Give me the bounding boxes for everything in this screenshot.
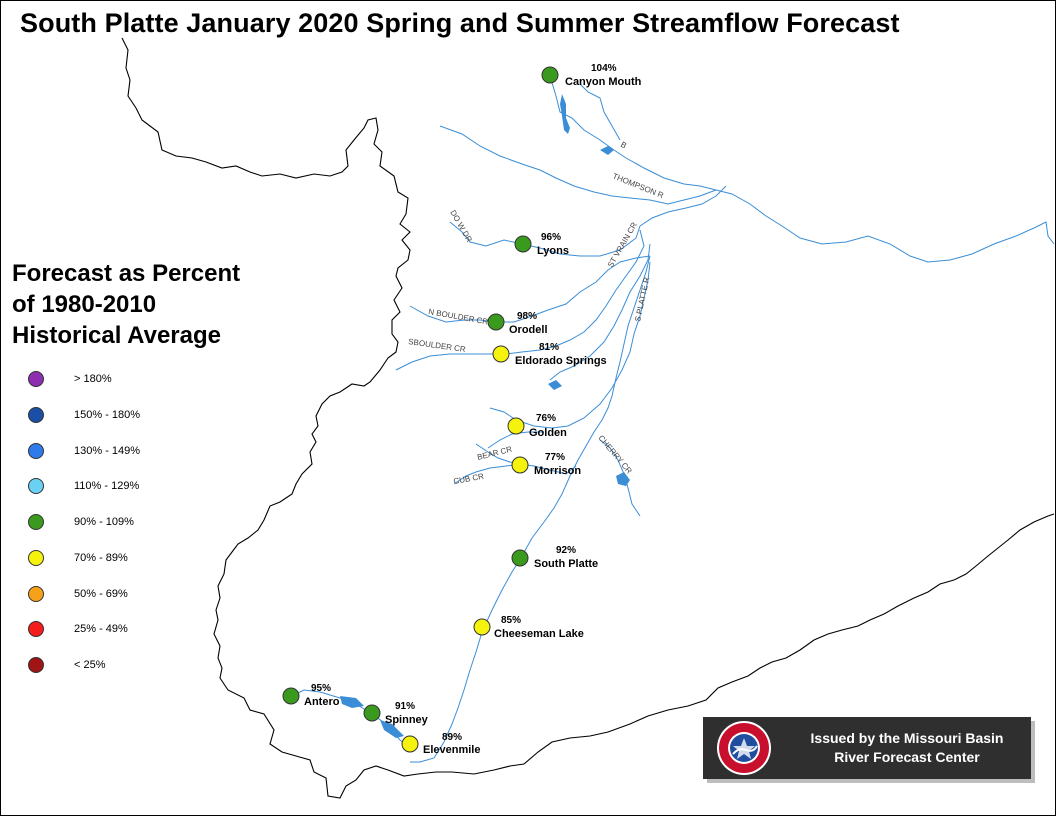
station-name: Cheeseman Lake xyxy=(494,628,584,640)
station-canyon-mouth: 104% Canyon Mouth xyxy=(541,63,642,88)
station-antero: 95% Antero xyxy=(282,683,340,708)
banner-text: Issued by the Missouri Basin River Forec… xyxy=(787,729,1027,767)
river-network xyxy=(291,75,1055,763)
legend-label: > 180% xyxy=(74,373,112,385)
station-percent: 104% xyxy=(591,63,617,74)
nws-logo-icon xyxy=(717,721,771,775)
station-name: South Platte xyxy=(534,558,598,570)
legend-swatch xyxy=(28,586,44,602)
station-orodell: 98% Orodell xyxy=(487,311,548,336)
legend-item: > 180% xyxy=(28,369,112,389)
river-label-cherry: CHERRY CR xyxy=(596,434,633,476)
station-marker xyxy=(282,687,300,705)
station-name: Morrison xyxy=(534,465,581,477)
river-label-b: B xyxy=(619,140,628,150)
legend-swatch xyxy=(28,407,44,423)
station-name: Orodell xyxy=(509,324,548,336)
station-south-platte: 92% South Platte xyxy=(511,545,598,570)
station-name: Lyons xyxy=(537,245,569,257)
legend-label: 25% - 49% xyxy=(74,623,128,635)
river-label-thompson: THOMPSON R xyxy=(611,172,665,201)
legend-swatch xyxy=(28,550,44,566)
river-label-n-boulder: N BOULDER CR xyxy=(428,307,489,326)
legend-swatch xyxy=(28,621,44,637)
station-name: Elevenmile xyxy=(423,744,480,756)
legend-swatch xyxy=(28,514,44,530)
station-golden: 76% Golden xyxy=(507,413,567,439)
river-label-cub: CUB CR xyxy=(453,472,485,486)
legend-label: 50% - 69% xyxy=(74,588,128,600)
legend-item: 90% - 109% xyxy=(28,512,134,532)
station-percent: 85% xyxy=(501,615,521,626)
station-name: Canyon Mouth xyxy=(565,76,642,88)
station-name: Golden xyxy=(529,427,567,439)
legend-item: 25% - 49% xyxy=(28,619,128,639)
legend-title-line: of 1980-2010 xyxy=(12,291,157,318)
station-marker xyxy=(507,417,525,435)
legend-item: 150% - 180% xyxy=(28,405,140,425)
river-label-s-boulder: SBOULDER CR xyxy=(408,337,467,354)
station-marker xyxy=(541,66,559,84)
legend-label: 70% - 89% xyxy=(74,552,128,564)
legend-item: < 25% xyxy=(28,655,106,675)
legend-swatch xyxy=(28,371,44,387)
station-name: Antero xyxy=(304,696,340,708)
station-elevenmile: 89%Elevenmile xyxy=(401,732,480,756)
banner-line-2: River Forecast Center xyxy=(834,749,980,765)
issuer-banner: Issued by the Missouri Basin River Forec… xyxy=(703,717,1031,779)
legend-title-line: Forecast as Percent xyxy=(12,260,241,287)
station-lyons: 96% Lyons xyxy=(514,232,569,257)
legend-swatch xyxy=(28,657,44,673)
river-label-dow: DO W DR xyxy=(448,209,474,244)
legend-label: 130% - 149% xyxy=(74,445,141,457)
station-percent: 89% xyxy=(442,732,462,743)
station-spinney: 91% Spinney xyxy=(363,701,429,726)
basin-boundary xyxy=(121,37,1055,799)
station-percent: 98% xyxy=(517,311,537,322)
station-percent: 81% xyxy=(539,342,559,353)
station-marker xyxy=(511,549,529,567)
station-cheeseman-lake: 85% Cheeseman Lake xyxy=(473,615,584,640)
banner-line-1: Issued by the Missouri Basin xyxy=(810,730,1004,746)
legend-label: < 25% xyxy=(74,659,106,671)
legend-title: Forecast as Percent of 1980-2010 Histori… xyxy=(12,258,240,351)
legend-item: 50% - 69% xyxy=(28,584,128,604)
station-marker xyxy=(514,235,532,253)
station-marker xyxy=(401,735,419,753)
map-title: South Platte January 2020 Spring and Sum… xyxy=(20,8,900,38)
station-layer: 104% Canyon Mouth 96% Lyons 98% Orodell 81% Eld… xyxy=(282,63,642,756)
legend-item: 110% - 129% xyxy=(28,476,139,496)
legend-swatch xyxy=(28,478,44,494)
legend-label: 150% - 180% xyxy=(74,409,141,421)
station-morrison: 77% Morrison xyxy=(511,452,581,477)
station-percent: 95% xyxy=(311,683,331,694)
station-name: Spinney xyxy=(385,714,429,726)
legend-swatch xyxy=(28,443,44,459)
station-marker xyxy=(492,345,510,363)
legend-label: 90% - 109% xyxy=(74,516,134,528)
station-percent: 76% xyxy=(536,413,556,424)
station-marker xyxy=(473,618,491,636)
station-percent: 77% xyxy=(545,452,565,463)
station-name: Eldorado Springs xyxy=(515,355,607,367)
station-percent: 92% xyxy=(556,545,576,556)
station-marker xyxy=(511,456,529,474)
station-eldorado-springs: 81% Eldorado Springs xyxy=(492,342,607,367)
legend-item: 130% - 149% xyxy=(28,441,140,461)
river-label-bear: BEAR CR xyxy=(476,445,513,462)
lake-b xyxy=(600,146,614,155)
station-percent: 96% xyxy=(541,232,561,243)
lake-eldorado xyxy=(548,380,562,390)
legend-title-line: Historical Average xyxy=(12,322,221,349)
station-marker xyxy=(363,704,381,722)
station-percent: 91% xyxy=(395,701,415,712)
legend-label: 110% - 129% xyxy=(74,480,140,492)
station-marker xyxy=(487,313,505,331)
legend-item: 70% - 89% xyxy=(28,548,128,568)
